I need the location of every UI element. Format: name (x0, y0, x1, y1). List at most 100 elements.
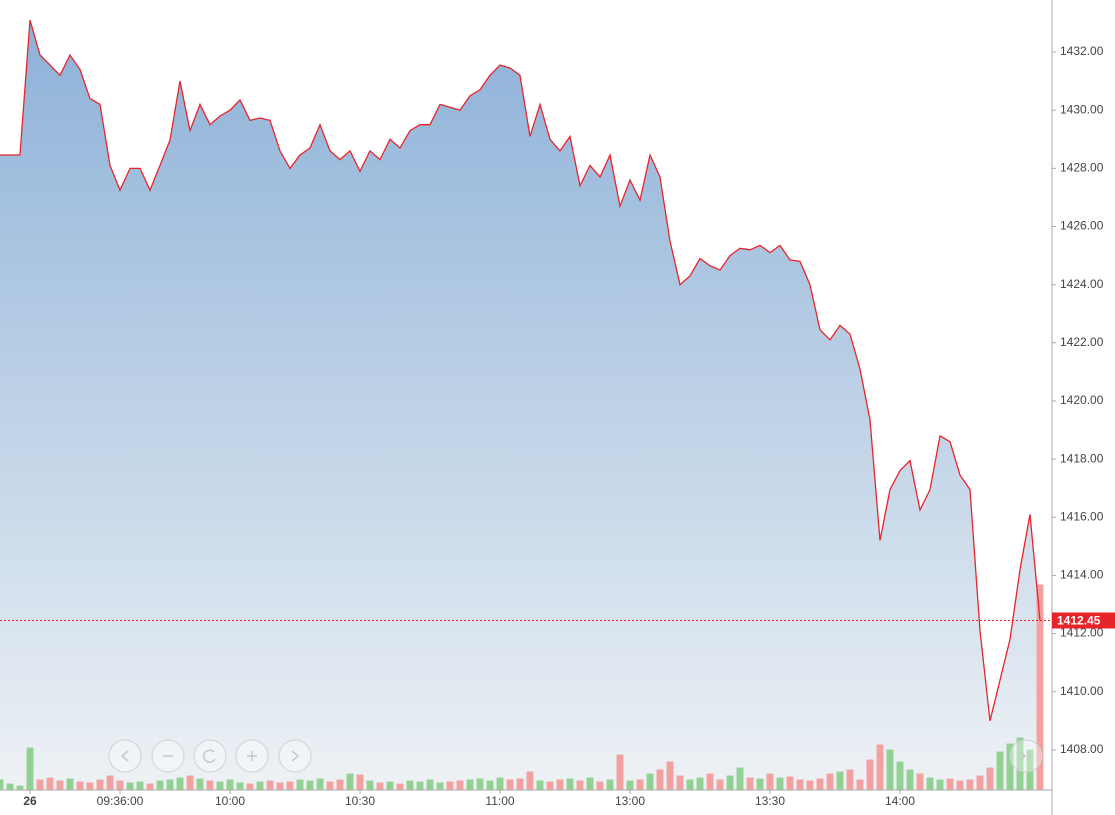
x-tick-label: 10:30 (345, 794, 375, 808)
volume-bar (566, 778, 574, 791)
volume-bar (166, 779, 174, 791)
volume-bar (396, 783, 404, 791)
volume-bar (526, 771, 534, 791)
volume-bar (766, 773, 774, 791)
scroll-to-end-button[interactable] (1009, 739, 1043, 773)
volume-bar (986, 767, 994, 791)
volume-bar (36, 779, 44, 791)
volume-bar (646, 773, 654, 791)
scroll-right-button[interactable] (278, 739, 312, 773)
x-tick-label: 14:00 (885, 794, 915, 808)
scroll-left-button[interactable] (108, 739, 142, 773)
volume-bar (246, 783, 254, 791)
volume-bar (406, 780, 414, 791)
volume-bar (206, 780, 214, 791)
volume-bar (426, 779, 434, 791)
price-line (0, 19, 1041, 721)
volume-bar (216, 781, 224, 791)
volume-bar (936, 779, 944, 791)
volume-bar (746, 777, 754, 791)
volume-bar (726, 775, 734, 791)
y-tick-label: 1418.00 (1060, 451, 1104, 465)
zoom-in-button[interactable] (235, 739, 269, 773)
zoom-out-button[interactable] (151, 739, 185, 773)
volume-bar (536, 780, 544, 791)
volume-bar (916, 773, 924, 791)
x-tick-label: 11:00 (485, 794, 514, 808)
volume-bar (336, 779, 344, 791)
x-tick-label: 26 (23, 794, 37, 808)
volume-bar (76, 781, 84, 791)
y-tick-label: 1432.00 (1060, 44, 1104, 58)
volume-bar (296, 779, 304, 791)
volume-bar (26, 747, 34, 791)
volume-bar (846, 769, 854, 791)
last-price-box (1052, 612, 1115, 629)
volume-bar (56, 780, 64, 791)
volume-bar (956, 780, 964, 791)
last-price-label: 1412.45 (1057, 614, 1101, 628)
volume-bar (906, 769, 914, 791)
volume-bar (356, 774, 364, 791)
volume-bar (186, 775, 194, 791)
x-tick-label: 13:00 (615, 794, 645, 808)
volume-bar (656, 769, 664, 791)
volume-bar (256, 781, 264, 791)
volume-bar (806, 780, 814, 791)
volume-bar (966, 779, 974, 791)
volume-bar (306, 780, 314, 791)
volume-bar (696, 777, 704, 791)
volume-bar (506, 779, 514, 791)
volume-bar (616, 754, 624, 791)
volume-bar (436, 782, 444, 791)
volume-bar (826, 773, 834, 791)
volume-bar (6, 783, 14, 791)
volume-bar (476, 778, 484, 791)
x-tick-label: 09:36:00 (97, 794, 144, 808)
volume-bar (276, 782, 284, 791)
volume-bar (286, 781, 294, 791)
volume-bar (926, 777, 934, 791)
volume-bar (106, 775, 114, 791)
volume-bar (636, 779, 644, 791)
volume-bar (556, 779, 564, 791)
y-tick-label: 1414.00 (1060, 568, 1104, 582)
volume-bar (456, 780, 464, 791)
volume-bar (896, 761, 904, 791)
y-tick-label: 1428.00 (1060, 161, 1104, 175)
volume-bar (596, 781, 604, 791)
volume-bar (886, 749, 894, 791)
volume-bar (366, 780, 374, 791)
volume-bar (576, 780, 584, 791)
volume-bar (326, 781, 334, 791)
volume-bar (176, 777, 184, 791)
volume-bar (126, 782, 134, 791)
volume-bar (876, 744, 884, 791)
volume-bar (586, 777, 594, 791)
y-tick-label: 1416.00 (1060, 509, 1104, 523)
reset-button[interactable] (193, 739, 227, 773)
y-tick-label: 1410.00 (1060, 684, 1104, 698)
volume-bar (66, 778, 74, 791)
volume-bar (736, 767, 744, 791)
volume-bar (136, 781, 144, 791)
volume-bar (666, 761, 674, 791)
volume-bar (946, 778, 954, 791)
x-tick-label: 13:30 (755, 794, 785, 808)
volume-bar (46, 777, 54, 791)
volume-bar (226, 779, 234, 791)
y-tick-label: 1430.00 (1060, 102, 1104, 116)
volume-bar (346, 773, 354, 791)
volume-bar (116, 780, 124, 791)
volume-bar (376, 782, 384, 791)
volume-bar (856, 779, 864, 791)
volume-bar (486, 780, 494, 791)
volume-bar (156, 780, 164, 791)
volume-bar (386, 781, 394, 791)
volume-bar (466, 779, 474, 791)
volume-bar (706, 773, 714, 791)
volume-bar (816, 778, 824, 791)
volume-bar (446, 781, 454, 791)
volume-bar (796, 779, 804, 791)
